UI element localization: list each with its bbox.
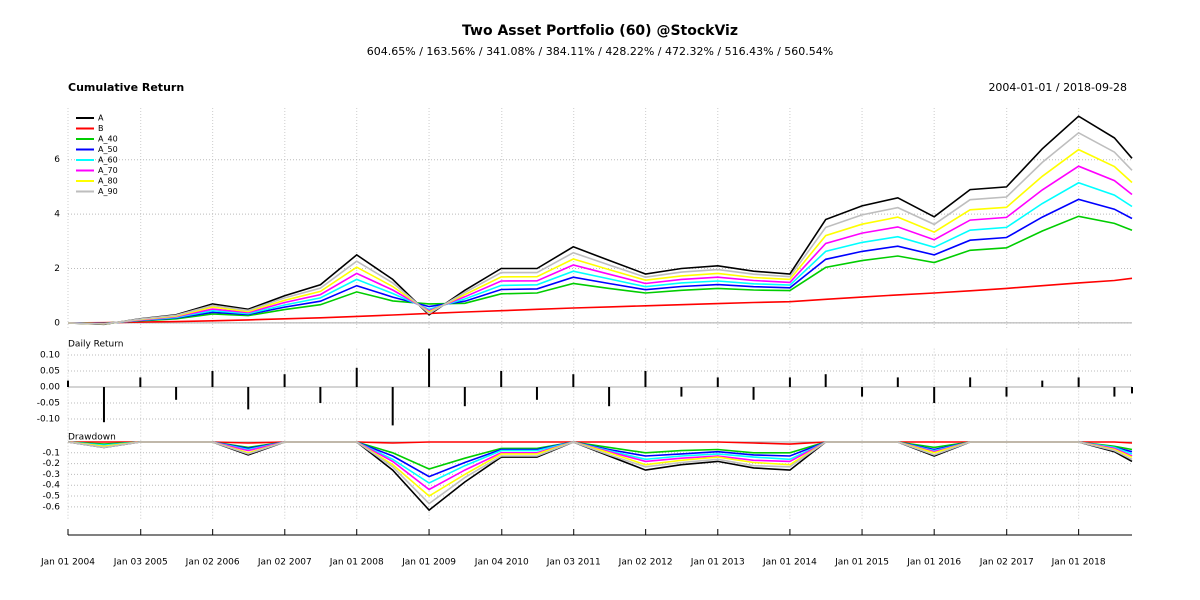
chart-title: Two Asset Portfolio (60) @StockViz — [462, 23, 738, 39]
series-line — [67, 441, 1133, 497]
panel-title: Daily Return — [68, 340, 124, 350]
series-line — [67, 441, 1133, 491]
x-tick-label: Jan 01 2018 — [1051, 558, 1106, 568]
y-tick-label: -0.10 — [37, 415, 61, 425]
legend-label: A_40 — [98, 135, 118, 144]
legend-label: A_80 — [98, 177, 118, 186]
x-tick-label: Jan 02 2007 — [257, 558, 312, 568]
legend-label: A_70 — [98, 166, 118, 175]
y-tick-label: -0.3 — [42, 470, 60, 480]
series-line — [67, 181, 1133, 325]
x-tick-label: Jan 01 2016 — [906, 558, 961, 568]
legend-label: B — [98, 124, 104, 133]
y-tick-label: 0.05 — [40, 367, 60, 377]
legend-label: A_50 — [98, 145, 118, 154]
x-tick-label: Jan 02 2012 — [618, 558, 673, 568]
series-line — [67, 165, 1133, 325]
x-tick-label: Jan 04 2010 — [474, 558, 529, 568]
y-tick-label: 4 — [54, 210, 60, 220]
x-tick-label: Jan 01 2004 — [40, 558, 95, 568]
y-tick-label: -0.5 — [42, 492, 60, 502]
x-tick-label: Jan 02 2006 — [185, 558, 240, 568]
x-tick-label: Jan 01 2015 — [834, 558, 889, 568]
series-line — [67, 131, 1133, 325]
y-tick-label: 0.10 — [40, 351, 60, 361]
x-tick-label: Jan 01 2014 — [762, 558, 817, 568]
series-line — [67, 148, 1133, 325]
x-tick-label: Jan 03 2005 — [113, 558, 168, 568]
chart-subtitle: 604.65% / 163.56% / 341.08% / 384.11% / … — [367, 45, 833, 58]
y-tick-label: 2 — [54, 264, 60, 274]
series-line — [67, 115, 1133, 326]
y-tick-label: -0.4 — [42, 481, 60, 491]
legend-label: A — [98, 114, 104, 123]
panel-title: Cumulative Return — [68, 81, 184, 94]
x-tick-label: Jan 03 2011 — [546, 558, 601, 568]
legend-label: A_60 — [98, 156, 118, 165]
series-line — [67, 441, 1133, 505]
y-tick-label: -0.2 — [42, 459, 60, 469]
date-range: 2004-01-01 / 2018-09-28 — [988, 81, 1127, 94]
series-line — [67, 277, 1133, 324]
legend-label: A_90 — [98, 187, 118, 196]
y-tick-label: 0.00 — [40, 383, 60, 393]
x-tick-label: Jan 01 2013 — [690, 558, 745, 568]
y-tick-label: -0.05 — [37, 399, 60, 409]
series-line — [67, 215, 1133, 325]
y-tick-label: 0 — [54, 318, 60, 328]
y-tick-label: -0.1 — [42, 448, 60, 458]
y-tick-label: -0.6 — [42, 502, 60, 512]
x-tick-label: Jan 02 2017 — [979, 558, 1034, 568]
panel-title: Drawdown — [68, 433, 116, 443]
x-tick-label: Jan 01 2009 — [401, 558, 456, 568]
y-tick-label: 6 — [54, 155, 60, 165]
x-tick-label: Jan 01 2008 — [329, 558, 384, 568]
